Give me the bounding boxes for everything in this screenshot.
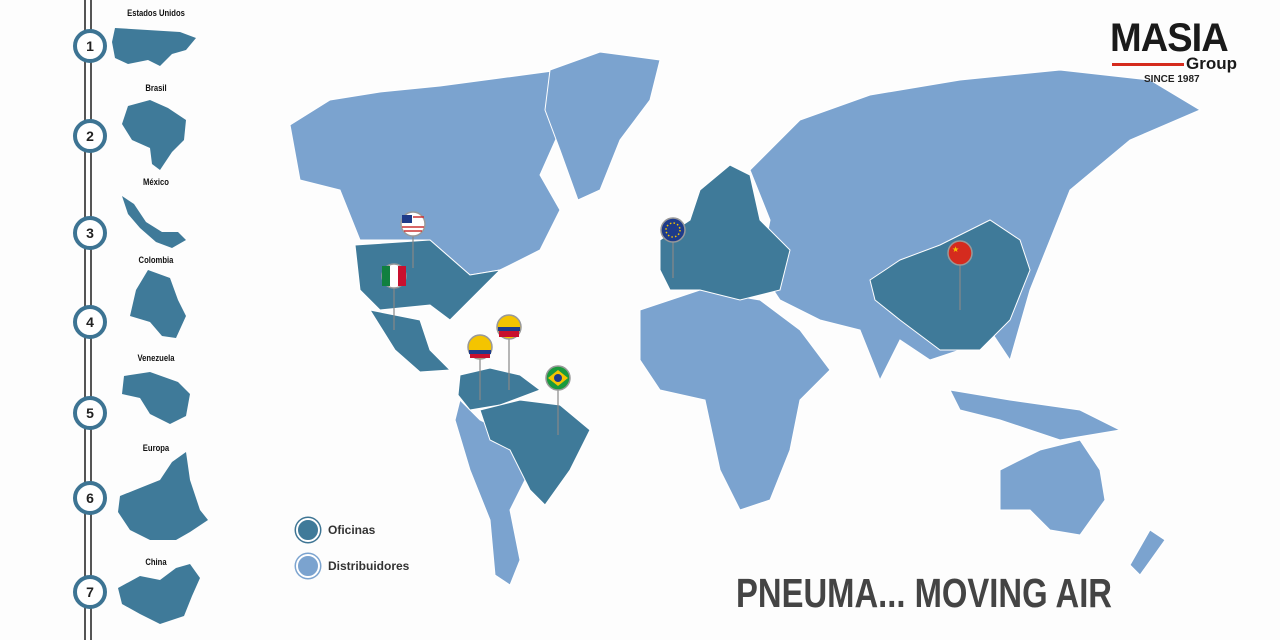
label-venezuela: Venezuela (137, 353, 175, 363)
region-australia (999, 439, 1106, 536)
region-usa (354, 239, 502, 321)
region-asia (749, 69, 1202, 382)
silhouette-mexico (122, 196, 186, 248)
logo-since: SINCE 1987 (1144, 74, 1200, 85)
label-colombia: Colombia (138, 255, 174, 265)
region-mexico (368, 309, 452, 373)
distributors-label: Distribuidores (328, 559, 410, 573)
silhouette-china (118, 564, 200, 624)
distributors-swatch (296, 554, 320, 578)
step-3: 3 (73, 216, 107, 250)
flag-usa-pin (400, 211, 426, 237)
region-colombia-venezuela (457, 367, 542, 411)
region-greenland (544, 51, 661, 201)
step-4: 4 (73, 305, 107, 339)
legend-distributors: Distribuidores (296, 554, 409, 578)
flag-mexico-pin (381, 263, 407, 289)
label-usa: Estados Unidos (127, 8, 185, 18)
region-brazil (479, 399, 591, 506)
region-indonesia (949, 389, 1122, 441)
flag-china-pin: ★ (947, 240, 973, 266)
region-china (869, 219, 1031, 351)
silhouette-venezuela (122, 372, 190, 424)
label-brasil: Brasil (145, 83, 167, 93)
legend-offices: Oficinas (296, 518, 375, 542)
flag-venezuela-pin (496, 314, 522, 340)
region-north-america (289, 69, 591, 276)
label-europa: Europa (142, 443, 170, 453)
logo-name: MASIA (1110, 16, 1229, 60)
step-6: 6 (73, 481, 107, 515)
flag-colombia-pin (467, 334, 493, 360)
silhouette-brasil (122, 100, 186, 170)
silhouette-usa (112, 28, 196, 66)
region-new-zealand (1129, 529, 1166, 576)
slogan: PNEUMA... MOVING AIR (736, 570, 1112, 616)
masia-logo: MASIA Group SINCE 1987 (1110, 16, 1245, 85)
offices-label: Oficinas (328, 523, 376, 537)
step-1: 1 (73, 29, 107, 63)
step-5: 5 (73, 396, 107, 430)
flag-eu-pin (660, 217, 686, 243)
flag-brazil-pin (545, 365, 571, 391)
offices-swatch (296, 518, 320, 542)
label-mexico: México (143, 177, 169, 187)
logo-sub: Group (1186, 54, 1237, 73)
region-africa (639, 289, 831, 511)
label-china: China (145, 557, 167, 567)
step-7: 7 (73, 575, 107, 609)
svg-text:★: ★ (952, 245, 959, 254)
region-europe (659, 164, 791, 301)
silhouette-colombia (130, 270, 186, 338)
step-2: 2 (73, 119, 107, 153)
silhouette-europa (118, 452, 208, 540)
logo-bar (1112, 63, 1184, 66)
